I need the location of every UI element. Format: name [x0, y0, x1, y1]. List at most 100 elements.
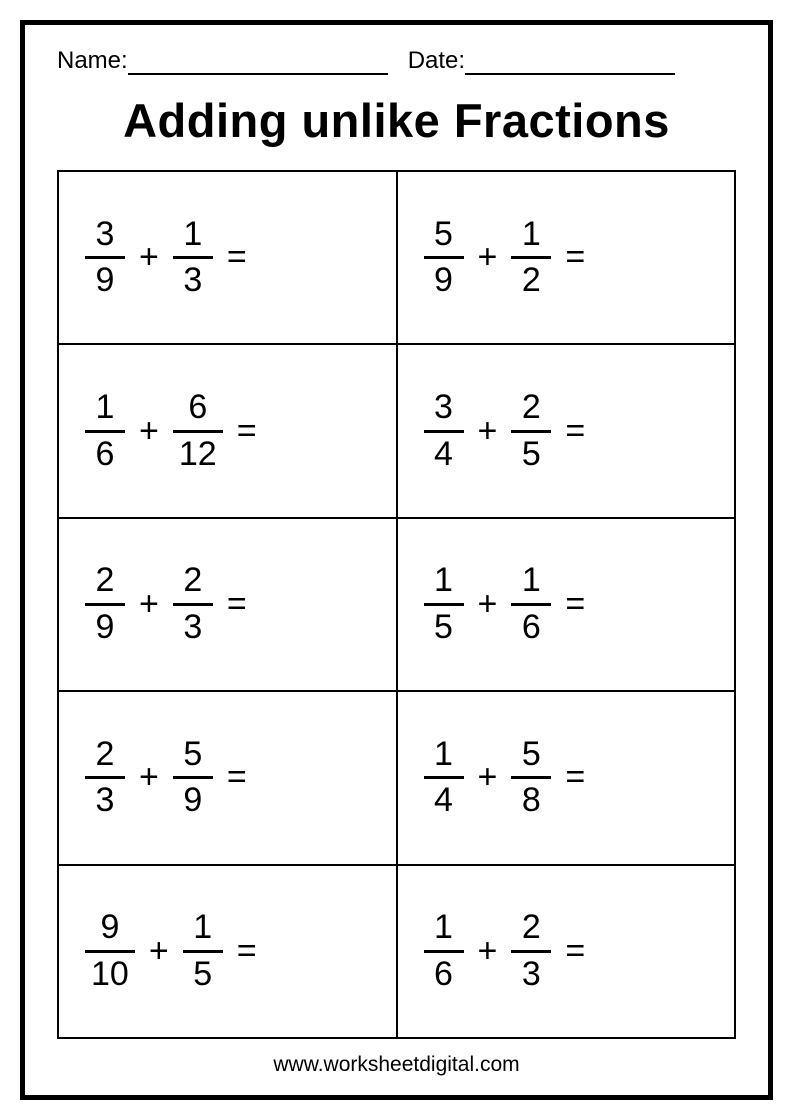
numerator: 2	[90, 563, 121, 603]
denominator: 5	[183, 950, 223, 993]
fraction-2: 16	[511, 563, 551, 645]
numerator: 2	[516, 390, 547, 430]
fraction-2: 58	[511, 737, 551, 819]
problem-cell: 16 +612 =	[58, 344, 397, 517]
fraction-problem: 59+12=	[424, 217, 735, 299]
fraction-2: 13	[173, 217, 213, 299]
footer-url: www.worksheetdigital.com	[57, 1053, 736, 1077]
denominator: 12	[173, 430, 223, 473]
numerator: 1	[516, 217, 547, 257]
fraction-2: 23	[511, 910, 551, 992]
fraction-2: 612	[173, 390, 223, 472]
problem-cell: 59+12=	[397, 171, 736, 344]
denominator: 3	[173, 256, 213, 299]
numerator: 1	[90, 390, 121, 430]
fraction-problem: 14 +58 =	[424, 737, 735, 819]
equals-sign: =	[225, 585, 249, 624]
denominator: 10	[85, 950, 135, 993]
problem-cell: 15+16=	[397, 518, 736, 691]
numerator: 1	[187, 910, 218, 950]
denominator: 5	[424, 603, 464, 646]
problem-cell: 39+13=	[58, 171, 397, 344]
numerator: 2	[90, 737, 121, 777]
plus-operator: +	[137, 585, 161, 624]
equals-sign: =	[235, 932, 259, 971]
fraction-1: 29	[85, 563, 125, 645]
name-input-line[interactable]	[128, 51, 388, 75]
plus-operator: +	[476, 932, 500, 971]
numerator: 5	[177, 737, 208, 777]
denominator: 6	[424, 950, 464, 993]
numerator: 9	[94, 910, 125, 950]
equals-sign: =	[563, 758, 587, 797]
fraction-2: 15	[183, 910, 223, 992]
denominator: 3	[85, 776, 125, 819]
equals-sign: =	[563, 585, 587, 624]
fraction-1: 14	[424, 737, 464, 819]
fraction-problem: 34 +25 =	[424, 390, 735, 472]
name-label: Name:	[57, 47, 128, 75]
date-field: Date:	[408, 47, 675, 75]
denominator: 8	[511, 776, 551, 819]
numerator: 5	[516, 737, 547, 777]
fraction-problem: 23 +59 =	[85, 737, 396, 819]
table-row: 16 +612 = 34 +25 =	[58, 344, 735, 517]
fraction-1: 59	[424, 217, 464, 299]
denominator: 3	[173, 603, 213, 646]
fraction-problem: 16 +612 =	[85, 390, 396, 472]
numerator: 1	[428, 563, 459, 603]
page-frame: Name: Date: Adding unlike Fractions 39+1…	[20, 20, 773, 1100]
date-input-line[interactable]	[465, 51, 675, 75]
numerator: 1	[428, 910, 459, 950]
denominator: 6	[511, 603, 551, 646]
problem-cell: 16 +23 =	[397, 865, 736, 1038]
denominator: 9	[424, 256, 464, 299]
plus-operator: +	[147, 932, 171, 971]
fraction-1: 39	[85, 217, 125, 299]
plus-operator: +	[476, 412, 500, 451]
problem-cell: 34 +25 =	[397, 344, 736, 517]
numerator: 1	[428, 737, 459, 777]
denominator: 3	[511, 950, 551, 993]
fraction-1: 23	[85, 737, 125, 819]
problems-table: 39+13=59+12=16+612=34+25=29+23=15+16=23+…	[57, 170, 736, 1039]
fraction-1: 15	[424, 563, 464, 645]
equals-sign: =	[563, 412, 587, 451]
worksheet-title: Adding unlike Fractions	[57, 93, 736, 148]
fraction-problem: 910 +15 =	[85, 910, 396, 992]
fraction-problem: 15+16=	[424, 563, 735, 645]
fraction-2: 23	[173, 563, 213, 645]
fraction-problem: 29+23=	[85, 563, 396, 645]
denominator: 5	[511, 430, 551, 473]
header-fields: Name: Date:	[57, 47, 736, 75]
numerator: 3	[90, 217, 121, 257]
denominator: 6	[85, 430, 125, 473]
problems-tbody: 39+13=59+12=16+612=34+25=29+23=15+16=23+…	[58, 171, 735, 1038]
plus-operator: +	[476, 758, 500, 797]
problem-cell: 14 +58 =	[397, 691, 736, 864]
problem-cell: 29+23=	[58, 518, 397, 691]
numerator: 5	[428, 217, 459, 257]
plus-operator: +	[476, 585, 500, 624]
plus-operator: +	[137, 412, 161, 451]
name-field: Name:	[57, 47, 388, 75]
denominator: 4	[424, 776, 464, 819]
equals-sign: =	[225, 758, 249, 797]
numerator: 3	[428, 390, 459, 430]
equals-sign: =	[225, 238, 249, 277]
plus-operator: +	[137, 758, 161, 797]
denominator: 4	[424, 430, 464, 473]
table-row: 910+15=16+23=	[58, 865, 735, 1038]
equals-sign: =	[563, 932, 587, 971]
numerator: 2	[516, 910, 547, 950]
fraction-1: 16	[424, 910, 464, 992]
table-row: 23+59=14+58=	[58, 691, 735, 864]
plus-operator: +	[476, 238, 500, 277]
equals-sign: =	[563, 238, 587, 277]
table-row: 39+13=59+12=	[58, 171, 735, 344]
fraction-1: 910	[85, 910, 135, 992]
denominator: 9	[173, 776, 213, 819]
fraction-problem: 16 +23 =	[424, 910, 735, 992]
fraction-1: 34	[424, 390, 464, 472]
equals-sign: =	[235, 412, 259, 451]
